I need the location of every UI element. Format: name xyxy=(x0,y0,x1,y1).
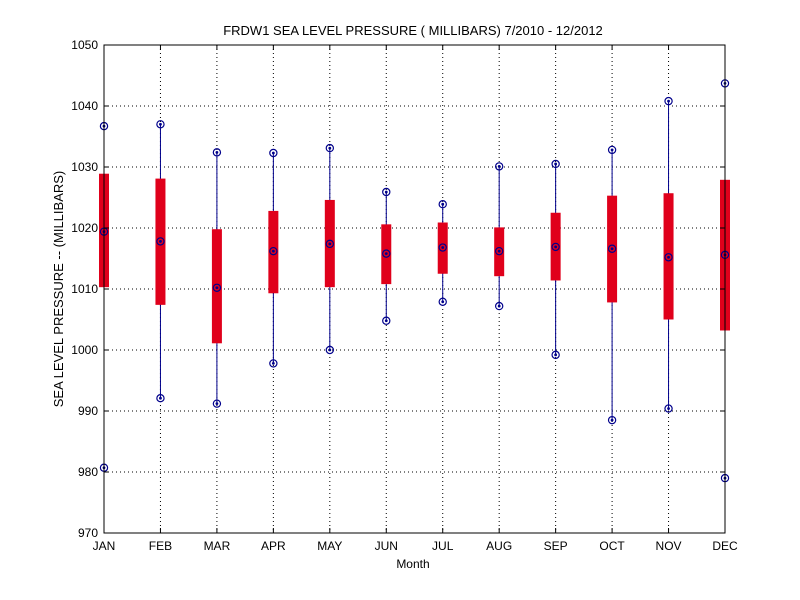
x-axis-label: Month xyxy=(396,557,429,571)
median-marker-jun xyxy=(382,249,391,258)
min-marker-jun-dot xyxy=(384,319,388,323)
max-marker-sep-dot xyxy=(554,162,558,166)
median-marker-oct-dot xyxy=(610,247,614,251)
max-marker-may-dot xyxy=(328,146,332,150)
min-marker-feb-dot xyxy=(159,396,162,400)
min-marker-apr xyxy=(269,359,278,368)
y-tick-label: 1020 xyxy=(71,221,98,235)
max-marker-jul xyxy=(438,200,447,209)
median-marker-feb xyxy=(156,237,165,246)
x-axis-ticks: JAN FEB MAR APR MAY JUN JUL AUG SEP OCT NOV DEC xyxy=(93,45,738,553)
max-marker-oct-dot xyxy=(610,148,614,152)
median-marker-jul xyxy=(438,243,447,252)
median-marker-sep-dot xyxy=(554,245,558,249)
max-marker-apr xyxy=(269,148,278,158)
y-tick-label: 1040 xyxy=(71,99,98,113)
y-tick-label: 1000 xyxy=(71,343,98,357)
min-marker-nov xyxy=(664,404,673,413)
y-tick-label: 1010 xyxy=(71,282,98,296)
box-mar xyxy=(211,229,222,344)
y-tick-label: 970 xyxy=(78,526,98,540)
median-marker-aug xyxy=(494,246,504,256)
max-marker-jul-dot xyxy=(441,202,445,206)
max-marker-nov-dot xyxy=(667,99,670,103)
min-marker-may xyxy=(325,345,335,355)
max-marker-mar xyxy=(212,148,222,157)
max-marker-mar-dot xyxy=(215,150,219,154)
max-marker-aug xyxy=(494,162,504,171)
x-tick-label: AUG xyxy=(486,539,512,553)
x-tick-label: JUL xyxy=(432,539,454,553)
median-marker-nov xyxy=(664,253,673,262)
y-tick-label: 980 xyxy=(78,465,98,479)
min-marker-apr-dot xyxy=(271,362,275,365)
min-marker-oct-dot xyxy=(610,418,614,422)
max-marker-jun-dot xyxy=(384,190,388,194)
y-tick-label: 990 xyxy=(78,404,98,418)
max-marker-nov xyxy=(664,96,673,106)
max-marker-feb-dot xyxy=(159,122,162,126)
x-tick-label: JAN xyxy=(93,539,116,553)
median-marker-apr xyxy=(269,246,278,256)
min-marker-aug xyxy=(494,301,504,311)
min-marker-mar xyxy=(212,399,222,408)
min-marker-jul-dot xyxy=(441,300,445,304)
y-axis-ticks: 970 980 990 1000 1010 1020 1030 1040 1050 xyxy=(71,38,725,540)
median-marker-may xyxy=(325,239,335,249)
median-marker-oct xyxy=(607,244,617,253)
y-tick-label: 1050 xyxy=(71,38,98,52)
min-marker-jul xyxy=(438,297,447,307)
max-marker-feb xyxy=(156,120,165,129)
x-tick-label: FEB xyxy=(149,539,172,553)
x-tick-label: OCT xyxy=(599,539,625,553)
x-tick-label: MAY xyxy=(317,539,342,553)
max-marker-jun xyxy=(382,187,391,197)
min-marker-oct xyxy=(607,415,617,425)
max-marker-aug-dot xyxy=(497,164,501,168)
median-marker-mar xyxy=(212,283,222,292)
max-marker-apr-dot xyxy=(271,151,275,155)
max-marker-sep xyxy=(551,159,560,169)
median-marker-aug-dot xyxy=(497,249,501,253)
median-marker-feb-dot xyxy=(159,240,162,243)
median-marker-mar-dot xyxy=(215,286,219,290)
median-marker-jul-dot xyxy=(441,246,445,249)
median-marker-nov-dot xyxy=(667,255,670,259)
min-marker-sep xyxy=(551,350,560,360)
x-tick-label: SEP xyxy=(544,539,568,553)
median-marker-sep xyxy=(551,242,560,252)
min-marker-may-dot xyxy=(328,348,332,352)
min-marker-feb xyxy=(156,393,165,403)
x-tick-label: NOV xyxy=(656,539,682,553)
min-marker-aug-dot xyxy=(497,304,501,308)
x-tick-label: APR xyxy=(261,539,286,553)
y-tick-label: 1030 xyxy=(71,160,98,174)
x-tick-label: JUN xyxy=(375,539,398,553)
min-marker-sep-dot xyxy=(554,353,558,357)
median-marker-jun-dot xyxy=(384,252,388,256)
min-marker-nov-dot xyxy=(667,407,670,410)
x-tick-label: MAR xyxy=(204,539,231,553)
x-tick-label: DEC xyxy=(712,539,738,553)
median-marker-may-dot xyxy=(328,242,332,246)
max-marker-may xyxy=(325,143,335,153)
y-axis-label: SEA LEVEL PRESSURE -- (MILLIBARS) xyxy=(51,171,66,407)
chart-title: FRDW1 SEA LEVEL PRESSURE ( MILLIBARS) 7/… xyxy=(223,23,603,38)
min-marker-jun xyxy=(382,316,391,325)
median-marker-apr-dot xyxy=(271,249,275,253)
min-marker-mar-dot xyxy=(215,402,219,406)
max-marker-oct xyxy=(607,145,617,155)
